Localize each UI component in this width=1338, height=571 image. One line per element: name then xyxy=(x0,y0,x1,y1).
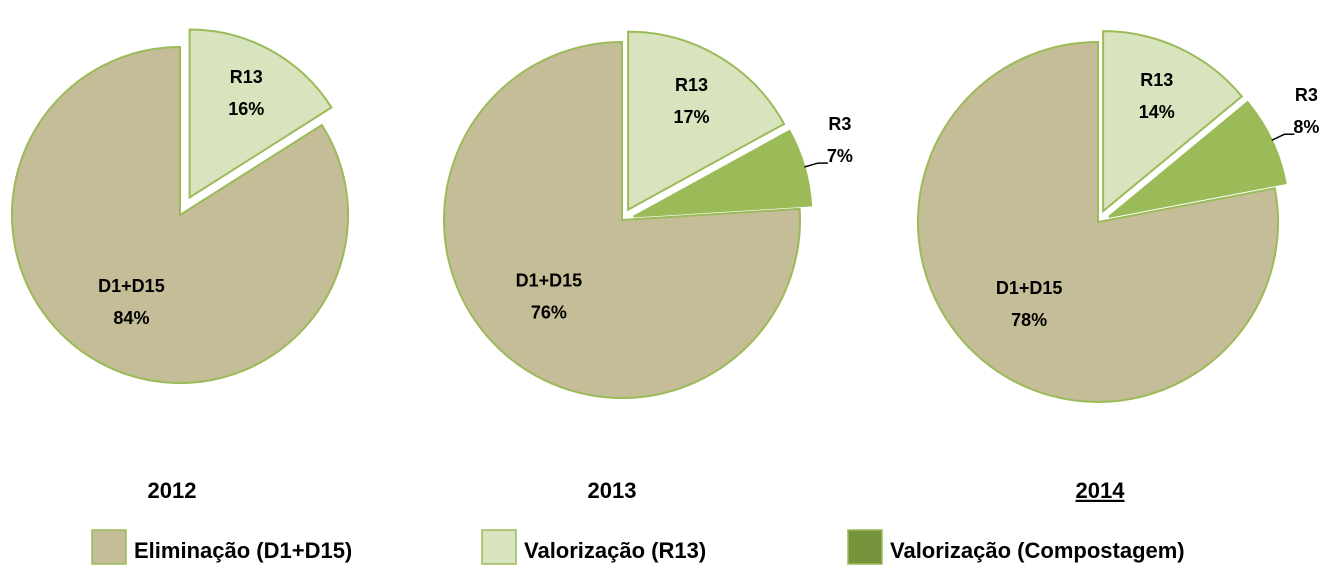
chart-title: 2013 xyxy=(588,478,637,503)
pie-slice xyxy=(443,40,801,399)
slice-value-label: 16% xyxy=(228,99,264,119)
pie-slice xyxy=(1108,100,1287,218)
pie-slice xyxy=(633,129,813,218)
chart-title: 2014 xyxy=(1076,478,1126,503)
legend-swatch xyxy=(481,529,517,565)
chart-title: 2012 xyxy=(148,478,197,503)
slice-value-label: 84% xyxy=(113,308,149,328)
leader-line xyxy=(1271,133,1295,141)
pie-slice xyxy=(1102,30,1244,214)
slice-label: D1+D15 xyxy=(516,271,583,291)
pie-slice xyxy=(11,45,349,384)
slice-value-label: 7% xyxy=(827,146,853,166)
pie-slice xyxy=(188,28,333,200)
slice-value-label: 17% xyxy=(674,107,710,127)
leader-line xyxy=(804,162,828,168)
slice-value-label: 8% xyxy=(1293,117,1319,137)
legend-label: Valorização (R13) xyxy=(524,538,706,563)
slice-value-label: 76% xyxy=(531,303,567,323)
legend-label: Valorização (Compostagem) xyxy=(890,538,1185,563)
slice-value-label: 14% xyxy=(1139,102,1175,122)
slice-label: R3 xyxy=(828,114,851,134)
pie-slice xyxy=(627,30,786,212)
legend-swatch xyxy=(847,529,883,565)
slice-label: D1+D15 xyxy=(98,276,165,296)
slice-value-label: 78% xyxy=(1011,310,1047,330)
slice-label: R13 xyxy=(675,75,708,95)
legend-label: Eliminação (D1+D15) xyxy=(134,538,352,563)
legend-swatch xyxy=(91,529,127,565)
slice-label: R13 xyxy=(230,67,263,87)
slice-label: R13 xyxy=(1140,70,1173,90)
slice-label: R3 xyxy=(1295,85,1318,105)
slice-label: D1+D15 xyxy=(996,278,1063,298)
pie-slice xyxy=(917,40,1279,403)
